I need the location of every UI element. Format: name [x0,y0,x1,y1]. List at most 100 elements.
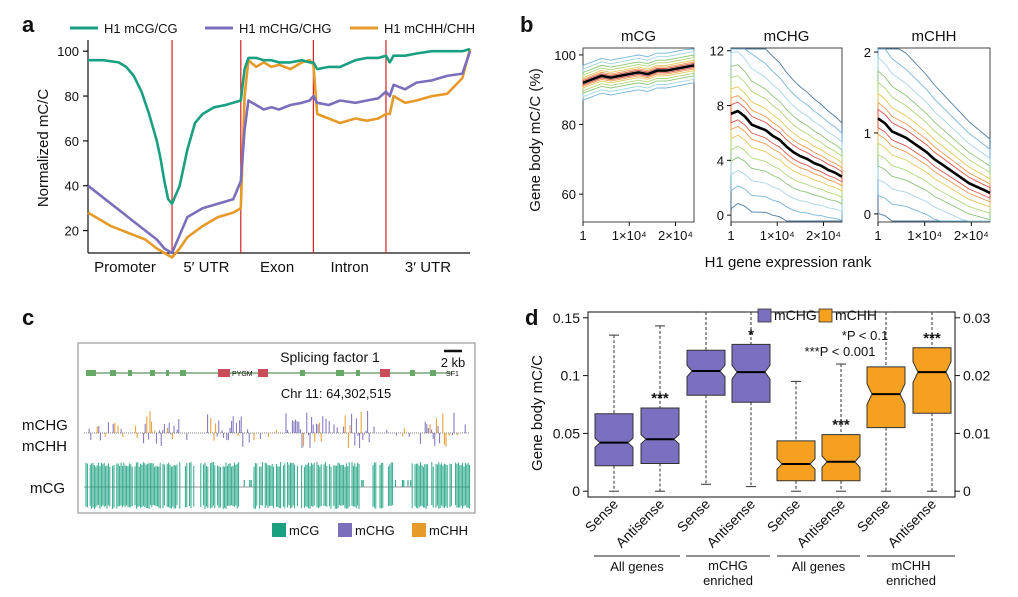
left-y-tick-label: 0.15 [553,310,580,326]
subplot-x-tick-label: 1 [874,228,881,243]
gene-annotation-track: PYGM SF1 [86,369,459,378]
box-label: Antisense [884,496,939,551]
box-label: Antisense [703,496,758,551]
box-label: Antisense [793,496,848,551]
legend-label: H1 mCG/CG [104,21,178,36]
median-trend-line [582,64,695,85]
panel-a-y-axis-label: Normalized mC/C [35,89,52,208]
panel-letter-a: a [22,12,35,37]
panel-a-legend: H1 mCG/CG H1 mCHG/CHG H1 mCHH/CHH [70,21,475,36]
group-label-line2: enriched [886,573,936,588]
panel-letter-c: c [22,305,34,330]
box-body [912,347,952,414]
subplot-x-tick-label: 1×10⁴ [907,228,942,243]
right-y-tick-label: 0.03 [963,310,990,326]
panel-c-legend: mCG mCHG mCHH [272,523,468,538]
box-mchh-sense: Sense [764,380,816,536]
subplot-title: mCHH [912,28,957,45]
box-mchg-antisense: * Antisense [703,311,771,551]
panel-d-frame [587,311,956,498]
subplot-y-tick-label: 60 [562,187,576,202]
box-body [866,366,906,429]
right-y-tick-label: 0.01 [963,425,990,441]
panel-b-y-axis-label: Gene body mC/C (%) [527,68,544,211]
panel-a-y-tick-label: 20 [65,224,79,239]
subplot-x-tick-label: 1×10⁴ [760,228,795,243]
track-label-mchg: mCHG [22,417,68,434]
box-body [640,407,680,464]
sig-note-1: *P < 0.1 [842,328,888,343]
legend-label: mCHH [429,523,468,538]
track-label-mcg: mCG [30,480,65,497]
subplot-mcg: mCG 60 80 100 1 1×10⁴ 2×10⁴ [554,28,695,243]
median-trend-line [877,117,991,195]
panel-a-y-tick-label: 100 [57,44,79,59]
legend-swatch [818,308,833,323]
density-contours [582,48,695,101]
box-body [821,434,861,482]
legend-swatch [412,523,426,537]
subplot-y-tick-label: 0 [864,207,871,222]
legend-label: H1 mCHG/CHG [239,21,331,36]
subplot-title: mCHG [764,28,810,45]
panel-a-y-tick-label: 40 [65,179,79,194]
legend-label: mCHH [835,307,877,323]
group-label: mCHH [892,558,931,573]
right-y-tick-label: 0 [963,483,971,499]
box-label: Sense [764,496,804,536]
subplot-x-tick-label: 1 [727,228,734,243]
subplot-x-tick-label: 1 [579,228,586,243]
box-body [594,413,634,467]
box-label: Sense [674,496,714,536]
subplot-x-tick-label: 2×10⁴ [658,228,693,243]
genomic-position: Chr 11: 64,302,515 [281,386,391,401]
subplot-y-tick-label: 1 [864,126,871,141]
panel-d-legend: mCHG mCHH [757,307,877,323]
mcg-track [84,462,471,509]
group-label: All genes [610,559,664,574]
subplot-mchg: mCHG 0 4 8 12 1 1×10⁴ 2×10⁴ [710,28,843,243]
track-label-mchh: mCHH [22,438,67,455]
box-mchg-sense: Sense [582,334,634,536]
group-label: All genes [792,559,846,574]
mchg-mchh-track [84,411,470,449]
scale-bar-label: 2 kb [441,355,466,370]
box-label: Antisense [612,496,667,551]
subplot-y-tick-label: 8 [717,99,724,114]
density-contours [730,48,843,222]
panel-a-line-chart: H1 mCG/CG H1 mCHG/CHG H1 mCHH/CHH Normaliz… [35,21,475,276]
panel-c-genome-browser: Splicing factor 1 2 kb PYGM SF1 Chr 11: … [22,342,476,538]
subplot-y-tick-label: 2 [864,45,871,60]
panel-b-x-axis-label: H1 gene expression rank [705,254,872,271]
box-label: Sense [854,496,894,536]
group-label: mCHG [708,558,748,573]
legend-label: mCHG [774,307,817,323]
region-label: 5′ UTR [183,259,229,276]
subplot-y-tick-label: 4 [717,153,724,168]
group-label-line2: enriched [703,573,753,588]
left-y-tick-label: 0.1 [561,368,581,384]
panel-d-box-plot: Gene body mC/C 0 0.05 0.1 0.15 0 0.01 0.02 0.03… [529,307,990,588]
subplot-x-tick-label: 1×10⁴ [612,228,647,243]
left-y-tick-label: 0 [572,483,580,499]
legend-label: mCHG [355,523,395,538]
panel-a-y-tick-label: 60 [65,134,79,149]
panel-b-density-plots: Gene body mC/C (%) H1 gene expression ra… [527,28,991,271]
box-label: Sense [582,496,622,536]
median-trend-line [730,109,843,178]
box-mchh-antisense: *** Antisense [884,311,952,551]
gene-label-pygm: PYGM [232,371,253,378]
sig-note-2: ***P < 0.001 [805,344,876,359]
legend-label: mCG [289,523,319,538]
right-y-tick-label: 0.02 [963,368,990,384]
region-label: 3′ UTR [405,259,451,276]
panel-letter-b: b [520,12,533,37]
left-y-tick-label: 0.05 [553,425,580,441]
panel-letter-d: d [525,305,538,330]
significance-mark: *** [923,330,941,347]
region-label: Intron [330,259,368,276]
series-line-mchh [87,48,472,259]
significance-mark: *** [651,390,669,407]
gene-label-sf1: SF1 [446,371,459,378]
